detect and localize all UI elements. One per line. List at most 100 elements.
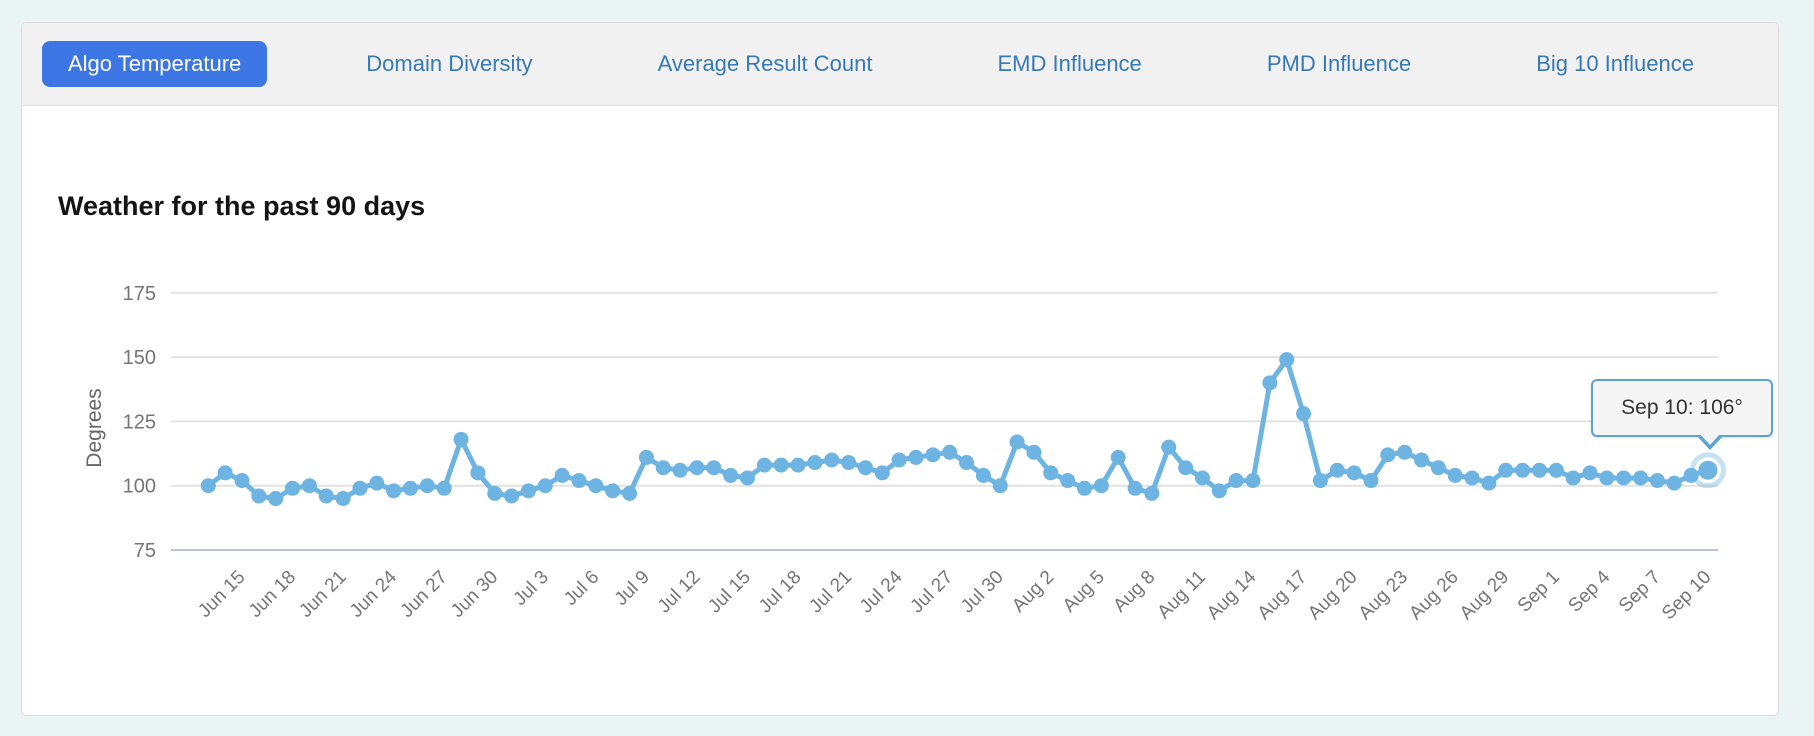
- data-point[interactable]: [1481, 475, 1497, 491]
- data-point[interactable]: [1110, 449, 1126, 465]
- data-point[interactable]: [537, 478, 553, 494]
- data-point[interactable]: [655, 460, 671, 476]
- data-point[interactable]: [672, 462, 688, 478]
- data-point[interactable]: [386, 483, 402, 499]
- data-point[interactable]: [1228, 473, 1244, 489]
- data-point[interactable]: [1633, 470, 1649, 486]
- data-point[interactable]: [403, 480, 418, 496]
- data-point[interactable]: [1498, 462, 1514, 478]
- data-point[interactable]: [1178, 460, 1194, 476]
- data-point[interactable]: [1279, 352, 1295, 368]
- data-point[interactable]: [335, 491, 351, 507]
- data-point[interactable]: [1565, 470, 1581, 486]
- data-point[interactable]: [453, 431, 469, 447]
- data-point[interactable]: [605, 483, 621, 499]
- data-point[interactable]: [1346, 465, 1362, 481]
- data-point[interactable]: [1649, 473, 1665, 489]
- data-point[interactable]: [1363, 473, 1379, 489]
- data-point[interactable]: [1060, 473, 1076, 489]
- data-point[interactable]: [908, 449, 924, 465]
- data-point[interactable]: [841, 455, 857, 471]
- data-point[interactable]: [504, 488, 520, 504]
- data-point[interactable]: [1515, 462, 1531, 478]
- data-point[interactable]: [706, 460, 722, 476]
- data-point[interactable]: [571, 473, 587, 489]
- data-point[interactable]: [891, 452, 907, 468]
- data-point[interactable]: [807, 455, 823, 471]
- chart-area[interactable]: 175 150 125 100 75 Degrees Jun 15 Jun 18 Jun 21 J…: [22, 223, 1780, 693]
- data-point[interactable]: [301, 478, 317, 494]
- data-point[interactable]: [251, 488, 267, 504]
- data-point[interactable]: [1616, 470, 1632, 486]
- data-point[interactable]: [1312, 473, 1328, 489]
- data-point[interactable]: [1211, 483, 1227, 499]
- data-point[interactable]: [942, 444, 958, 460]
- data-point[interactable]: [638, 449, 654, 465]
- data-point[interactable]: [285, 480, 301, 496]
- data-point[interactable]: [857, 460, 873, 476]
- data-point[interactable]: [1683, 467, 1699, 483]
- data-point[interactable]: [588, 478, 604, 494]
- tab-big-10-influence[interactable]: Big 10 Influence: [1536, 50, 1694, 76]
- data-point[interactable]: [1599, 470, 1615, 486]
- data-point[interactable]: [1194, 470, 1210, 486]
- data-point[interactable]: [1093, 478, 1109, 494]
- data-point[interactable]: [1009, 434, 1025, 450]
- data-point[interactable]: [622, 485, 638, 501]
- data-point[interactable]: [1245, 473, 1261, 489]
- x-tick-label: Jun 24: [346, 566, 401, 621]
- data-point[interactable]: [689, 460, 705, 476]
- data-point[interactable]: [419, 478, 435, 494]
- data-point[interactable]: [1127, 480, 1143, 496]
- data-point[interactable]: [369, 475, 385, 491]
- tab-domain-diversity[interactable]: Domain Diversity: [366, 50, 533, 76]
- data-point[interactable]: [1329, 462, 1345, 478]
- data-point[interactable]: [1380, 447, 1396, 463]
- data-point[interactable]: [1043, 465, 1059, 481]
- data-point[interactable]: [217, 465, 233, 481]
- data-point[interactable]: [554, 467, 570, 483]
- x-tick-label: Sep 10: [1658, 567, 1715, 624]
- data-point[interactable]: [1447, 467, 1463, 483]
- data-point[interactable]: [1548, 462, 1564, 478]
- data-point[interactable]: [1414, 452, 1429, 468]
- data-point[interactable]: [1077, 480, 1092, 496]
- data-point[interactable]: [790, 457, 806, 473]
- x-tick-label: Aug 14: [1203, 566, 1261, 624]
- data-point[interactable]: [318, 488, 334, 504]
- data-point[interactable]: [470, 465, 486, 481]
- data-point[interactable]: [1397, 444, 1413, 460]
- tab-average-result-count[interactable]: Average Result Count: [657, 50, 873, 76]
- data-point[interactable]: [1666, 475, 1682, 491]
- data-point[interactable]: [1430, 460, 1446, 476]
- data-point[interactable]: [773, 457, 789, 473]
- data-point[interactable]: [925, 447, 941, 463]
- data-point[interactable]: [1531, 462, 1547, 478]
- data-point[interactable]: [268, 491, 284, 507]
- data-point[interactable]: [352, 480, 368, 496]
- data-point[interactable]: [1582, 465, 1598, 481]
- data-point[interactable]: [992, 478, 1008, 494]
- data-point[interactable]: [200, 478, 216, 494]
- data-point[interactable]: [234, 473, 250, 489]
- tab-pmd-influence[interactable]: PMD Influence: [1266, 50, 1412, 76]
- data-point[interactable]: [740, 470, 755, 486]
- data-point[interactable]: [1262, 375, 1278, 391]
- tab-algo-temperature[interactable]: Algo Temperature: [42, 40, 268, 88]
- data-point[interactable]: [1026, 444, 1042, 460]
- data-point[interactable]: [520, 483, 536, 499]
- data-point[interactable]: [1296, 406, 1312, 422]
- data-point[interactable]: [1161, 439, 1177, 455]
- data-point[interactable]: [959, 455, 975, 471]
- data-point[interactable]: [874, 465, 890, 481]
- data-point[interactable]: [723, 467, 739, 483]
- data-point[interactable]: [756, 457, 772, 473]
- tab-emd-influence[interactable]: EMD Influence: [997, 50, 1142, 76]
- data-point-highlighted[interactable]: [1698, 460, 1718, 480]
- data-point[interactable]: [436, 480, 452, 496]
- data-point[interactable]: [975, 467, 991, 483]
- data-point[interactable]: [487, 485, 503, 501]
- data-point[interactable]: [1144, 485, 1160, 501]
- data-point[interactable]: [824, 452, 840, 468]
- data-point[interactable]: [1464, 470, 1480, 486]
